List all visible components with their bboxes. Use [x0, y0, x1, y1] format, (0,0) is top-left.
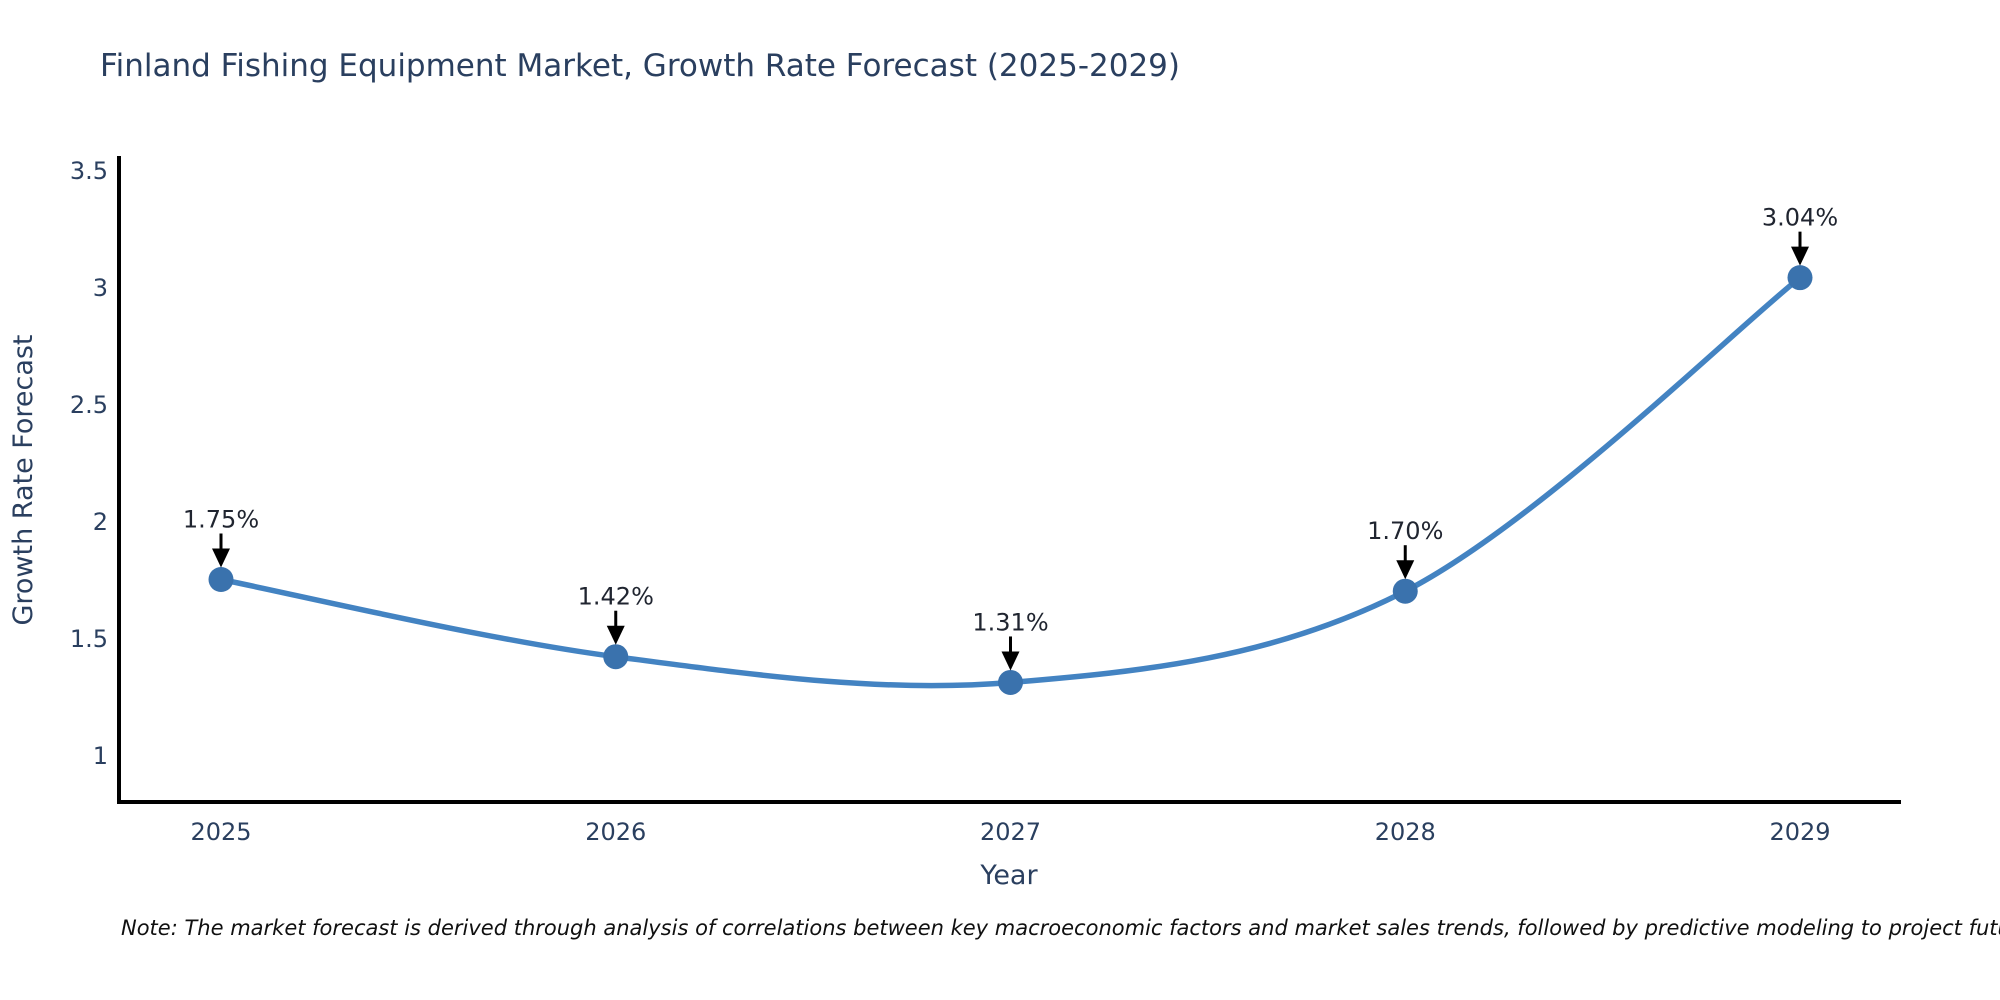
data-point-marker: [998, 669, 1023, 695]
point-annotation: 3.04%: [1762, 204, 1838, 232]
y-tick-label: 1.5: [70, 625, 108, 653]
annotation-arrow-head: [1791, 246, 1809, 266]
x-axis-title: Year: [979, 860, 1038, 891]
data-point-marker: [1392, 578, 1418, 604]
annotation-arrow-head: [212, 548, 230, 568]
point-annotation: 1.75%: [183, 506, 259, 534]
y-tick-label: 2: [93, 508, 108, 536]
y-tick-label: 2.5: [70, 391, 108, 419]
x-tick-label: 2025: [190, 818, 251, 846]
x-tick-label: 2029: [1769, 818, 1830, 846]
point-annotation: 1.31%: [972, 608, 1048, 636]
note-text: Note: The market forecast is derived thr…: [121, 916, 2000, 940]
point-annotation: 1.42%: [578, 583, 654, 611]
y-tick-label: 3.5: [70, 157, 108, 185]
annotation-arrow-head: [606, 625, 625, 645]
data-point-marker: [208, 567, 234, 592]
x-tick-label: 2027: [980, 818, 1041, 846]
data-point-marker: [1787, 265, 1813, 291]
y-tick-label: 3: [93, 274, 108, 302]
y-tick-label: 1: [93, 742, 108, 770]
data-point-marker: [603, 644, 629, 670]
chart-title: Finland Fishing Equipment Market, Growth…: [100, 48, 1180, 84]
chart-series-layer: 1 1.5 2 2.5 3 3.5 2025 2026 2027 2028 2029 1.75% 1.4…: [70, 157, 1838, 846]
point-annotation: 1.70%: [1367, 517, 1443, 545]
x-tick-label: 2026: [585, 818, 646, 846]
x-tick-label: 2028: [1375, 818, 1436, 846]
annotation-arrow-head: [1001, 651, 1020, 671]
y-axis-title: Growth Rate Forecast: [8, 334, 39, 625]
annotation-arrow-head: [1396, 560, 1415, 580]
